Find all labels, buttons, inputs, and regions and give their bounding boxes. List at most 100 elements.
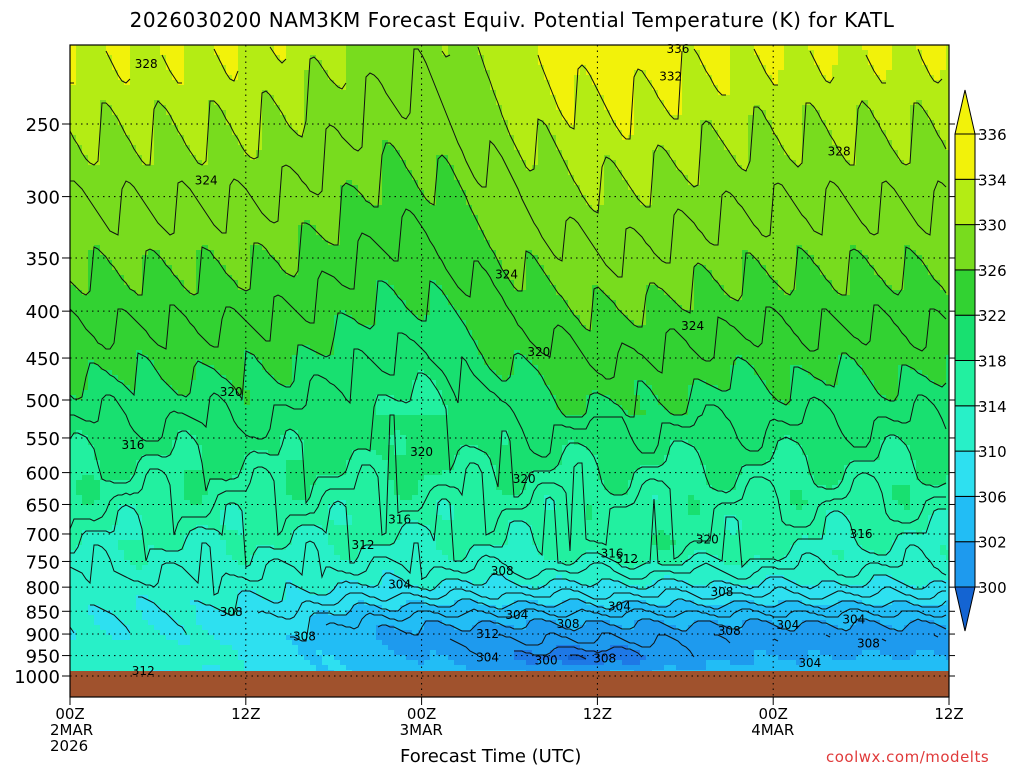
heatmap-cell (178, 185, 185, 191)
heatmap-cell (136, 385, 143, 391)
heatmap-cell (208, 60, 215, 66)
heatmap-cell (184, 500, 191, 506)
heatmap-cell (94, 620, 101, 626)
heatmap-cell (232, 635, 239, 641)
heatmap-cell (172, 315, 179, 321)
heatmap-cell (172, 400, 179, 406)
heatmap-cell (232, 655, 239, 661)
heatmap-cell (280, 250, 287, 256)
heatmap-cell (262, 400, 269, 406)
heatmap-cell (118, 180, 125, 186)
heatmap-cell (148, 240, 155, 246)
heatmap-cell (250, 415, 257, 421)
heatmap-cell (130, 320, 137, 326)
heatmap-cell (160, 620, 167, 626)
heatmap-cell (172, 100, 179, 106)
heatmap-cell (124, 245, 131, 251)
heatmap-cell (88, 615, 95, 621)
heatmap-cell (172, 565, 179, 571)
heatmap-cell (178, 195, 185, 201)
heatmap-cell (190, 280, 197, 286)
heatmap-cell (256, 390, 263, 396)
heatmap-cell (130, 225, 137, 231)
heatmap-cell (184, 155, 191, 161)
heatmap-cell (76, 555, 83, 561)
heatmap-cell (226, 660, 233, 666)
heatmap-cell (154, 180, 161, 186)
heatmap-cell (94, 600, 101, 606)
heatmap-cell (196, 490, 203, 496)
heatmap-cell (274, 310, 281, 316)
heatmap-cell (118, 570, 125, 576)
heatmap-cell (226, 630, 233, 636)
heatmap-cell (208, 205, 215, 211)
heatmap-cell (88, 450, 95, 456)
heatmap-cell (202, 115, 209, 121)
heatmap-cell (286, 160, 293, 166)
heatmap-cell (226, 120, 233, 126)
heatmap-cell (166, 80, 173, 86)
heatmap-cell (100, 170, 107, 176)
heatmap-cell (136, 230, 143, 236)
heatmap-cell (100, 270, 107, 276)
heatmap-cell (280, 70, 287, 76)
heatmap-cell (154, 75, 161, 81)
heatmap-cell (148, 220, 155, 226)
heatmap-cell (106, 230, 113, 236)
heatmap-cell (262, 385, 269, 391)
heatmap-cell (214, 595, 221, 601)
heatmap-cell (238, 520, 245, 526)
heatmap-cell (250, 70, 257, 76)
heatmap-cell (160, 545, 167, 551)
heatmap-cell (238, 535, 245, 541)
heatmap-cell (214, 385, 221, 391)
heatmap-cell (160, 275, 167, 281)
heatmap-cell (76, 275, 83, 281)
heatmap-cell (118, 585, 125, 591)
heatmap-cell (76, 550, 83, 556)
heatmap-cell (262, 515, 269, 521)
heatmap-cell (226, 335, 233, 341)
heatmap-cell (124, 660, 131, 666)
heatmap-cell (154, 330, 161, 336)
heatmap-cell (172, 245, 179, 251)
heatmap-cell (88, 65, 95, 71)
heatmap-cell (148, 415, 155, 421)
heatmap-cell (256, 550, 263, 556)
heatmap-cell (238, 620, 245, 626)
heatmap-cell (274, 535, 281, 541)
heatmap-cell (70, 245, 77, 251)
heatmap-cell (112, 75, 119, 81)
heatmap-cell (184, 190, 191, 196)
heatmap-cell (118, 445, 125, 451)
heatmap-cell (136, 265, 143, 271)
heatmap-cell (166, 660, 173, 666)
heatmap-cell (268, 220, 275, 226)
heatmap-cell (118, 560, 125, 566)
heatmap-cell (118, 395, 125, 401)
heatmap-cell (190, 325, 197, 331)
heatmap-cell (178, 485, 185, 491)
heatmap-cell (202, 655, 209, 661)
heatmap-cell (226, 300, 233, 306)
heatmap-cell (106, 495, 113, 501)
heatmap-cell (100, 380, 107, 386)
heatmap-cell (130, 605, 137, 611)
heatmap-cell (82, 500, 89, 506)
heatmap-cell (292, 215, 299, 221)
heatmap-cell (208, 230, 215, 236)
heatmap-cell (238, 315, 245, 321)
heatmap-cell (166, 260, 173, 266)
heatmap-cell (124, 510, 131, 516)
heatmap-cell (208, 485, 215, 491)
heatmap-cell (112, 220, 119, 226)
heatmap-cell (280, 395, 287, 401)
heatmap-cell (148, 530, 155, 536)
heatmap-cell (154, 520, 161, 526)
heatmap-cell (250, 575, 257, 581)
heatmap-cell (232, 80, 239, 86)
heatmap-cell (148, 655, 155, 661)
heatmap-cell (112, 275, 119, 281)
heatmap-cell (262, 350, 269, 356)
heatmap-cell (88, 600, 95, 606)
